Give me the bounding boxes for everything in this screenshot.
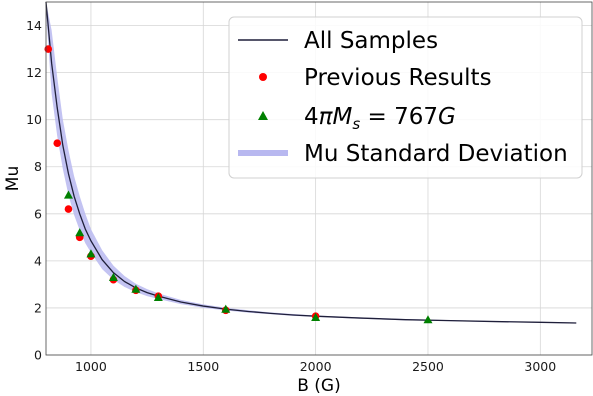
sample-767g-point xyxy=(311,312,321,321)
legend-label-all-samples: All Samples xyxy=(304,28,438,54)
sample-767g-point xyxy=(86,249,96,258)
legend-label-magnetization: 4πMs = 767G xyxy=(304,104,456,133)
y-tick-label: 12 xyxy=(26,65,42,80)
sample-767g-point xyxy=(108,272,118,281)
y-tick-label: 0 xyxy=(34,348,42,363)
x-axis-label: B (G) xyxy=(297,376,341,396)
sample-767g-point xyxy=(131,284,141,293)
x-tick-label: 3000 xyxy=(524,359,556,374)
sample-767g-point xyxy=(153,292,163,301)
previous-result-point xyxy=(44,45,53,53)
plot-frame xyxy=(45,1,593,356)
sample-767g-point xyxy=(75,228,85,237)
sample-767g-point xyxy=(221,304,231,313)
previous-result-point xyxy=(53,139,62,147)
all-samples-line-layer xyxy=(45,1,577,324)
legend: All Samples Previous Results 4πMs = 767G… xyxy=(228,16,583,179)
y-tick-label: 2 xyxy=(34,300,42,315)
y-tick-label: 6 xyxy=(34,206,42,221)
sample-767g-point xyxy=(423,315,433,324)
y-tick-labels: 0 2 4 6 8 10 12 14 xyxy=(26,18,42,362)
x-tick-label: 1000 xyxy=(75,359,107,374)
y-tick-label: 10 xyxy=(26,112,42,127)
legend-box xyxy=(228,16,583,179)
sample-767g-point xyxy=(63,190,73,199)
x-tick-labels: 1000 1500 2000 2500 3000 xyxy=(75,359,556,374)
x-tick-label: 2000 xyxy=(300,359,332,374)
x-tick-label: 1500 xyxy=(187,359,219,374)
all-samples-line xyxy=(45,1,577,324)
y-tick-label: 14 xyxy=(26,18,42,33)
legend-label-previous-results: Previous Results xyxy=(304,65,492,91)
legend-triangle-swatch xyxy=(258,111,268,120)
data-points-layer xyxy=(44,45,433,324)
legend-circle-swatch xyxy=(259,73,267,81)
y-tick-label: 4 xyxy=(34,253,42,268)
legend-label-std-deviation: Mu Standard Deviation xyxy=(304,141,568,167)
y-tick-label: 8 xyxy=(34,159,42,174)
previous-result-point xyxy=(64,205,73,213)
x-tick-label: 2500 xyxy=(412,359,444,374)
y-axis-label: Mu xyxy=(3,166,23,191)
